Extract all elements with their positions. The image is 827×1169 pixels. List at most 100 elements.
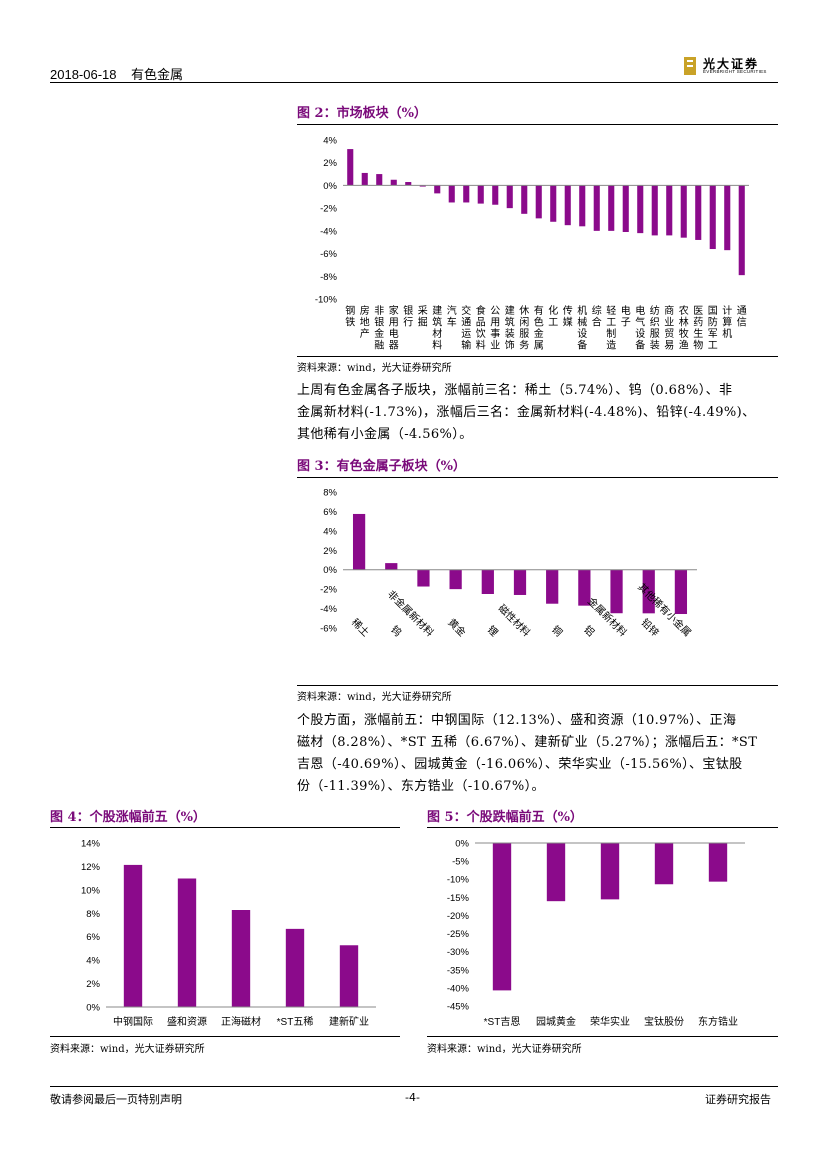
category-label: 正海磁材 [221, 1015, 261, 1028]
bar [608, 185, 615, 231]
y-tick-label: 8% [323, 488, 337, 499]
bar [610, 569, 623, 614]
paragraph-sub-sectors: 上周有色金属各子版块，涨幅前三名：稀土（5.74%）、钨（0.68%）、非 金属… [297, 380, 778, 446]
bar [405, 182, 412, 186]
bar [339, 945, 359, 1007]
bar [449, 569, 462, 590]
bar [680, 185, 687, 238]
bar [448, 185, 455, 203]
bar [546, 843, 566, 902]
category-label: 铝 [581, 624, 597, 640]
category-label: 传媒 [563, 305, 573, 329]
fig3-bottom-rule [297, 685, 778, 686]
fig3-source: 资料来源：wind，光大证券研究所 [297, 692, 452, 703]
category-label: 宝钛股份 [644, 1015, 684, 1028]
y-tick-label: 4% [323, 136, 337, 147]
bar [724, 185, 731, 251]
category-label: 东方锆业 [698, 1015, 738, 1028]
bar [654, 843, 674, 885]
bar [622, 185, 629, 232]
footer-rule [50, 1086, 778, 1087]
para1-line: 其他稀有小金属（-4.56%）。 [297, 427, 473, 442]
logo-text-en: EVERBRIGHT SECURITIES [703, 69, 767, 74]
para2-line: 磁材（8.28%）、*ST 五稀（6.67%）、建新矿业（5.27%）；涨幅后五… [297, 735, 758, 750]
y-tick-label: -6% [320, 249, 337, 260]
y-tick-label: 12% [81, 862, 101, 873]
category-label: 有色金属 [534, 304, 544, 352]
report-date-sector: 2018-06-18 有色金属 [50, 64, 183, 83]
bar [492, 185, 499, 205]
bar [695, 185, 702, 240]
bar [492, 843, 512, 991]
bar [738, 185, 745, 276]
y-tick-label: -10% [447, 875, 470, 886]
y-tick-label: 6% [86, 932, 100, 943]
y-tick-label: 2% [86, 979, 100, 990]
y-tick-label: -4% [320, 604, 337, 615]
page-number: -4- [405, 1091, 420, 1104]
bar [177, 878, 197, 1007]
category-label: 中钢国际 [113, 1015, 153, 1028]
category-label: 计算机 [722, 304, 732, 340]
bar [637, 185, 644, 234]
fig4-chart: 14% 12% 10% 8% 6% 4% 2% 0% 中钢国际 盛和资源 正海磁材 *ST五稀 建新矿业 [81, 839, 376, 1028]
bar [546, 569, 559, 604]
report-date: 2018-06-18 [50, 67, 117, 82]
fig5-title-rule [427, 827, 778, 828]
y-tick-label: -15% [447, 893, 470, 904]
category-label: 通信 [737, 305, 747, 329]
y-tick-label: -45% [447, 1002, 470, 1013]
bar [376, 174, 383, 186]
y-tick-label: -10% [315, 295, 338, 306]
footer-report-type: 证券研究报告 [705, 1093, 771, 1106]
fig2-title-rule [297, 124, 778, 125]
fig3-title-rule [297, 477, 778, 478]
category-label: 电气设备 [635, 304, 645, 352]
para1-line: 金属新材料(-1.73%)，涨幅后三名：金属新材料(-4.48%)、铅锌(-4.… [297, 405, 756, 420]
category-label: 建筑装饰 [505, 304, 515, 352]
category-label: 黄金 [445, 616, 468, 639]
bar [352, 513, 366, 570]
category-label: 轻工制造 [606, 304, 616, 352]
y-tick-label: -2% [320, 204, 337, 215]
category-label: 机械设备 [577, 304, 587, 352]
y-tick-label: -30% [447, 947, 470, 958]
fig3-chart: 8%6%4%2%0%-2%-4%-6% 稀土 钨非金属新材料 黄金 锂磁性材料铜铝金属新… [320, 488, 697, 640]
category-label: 汽车 [447, 304, 457, 329]
category-label: 纺织服装 [650, 304, 660, 352]
y-tick-label: 6% [323, 507, 337, 518]
bar [477, 185, 484, 204]
category-label: 银行 [403, 304, 413, 329]
bar [666, 185, 673, 236]
category-label: 稀土 [349, 616, 372, 639]
logo-mark-icon [684, 57, 696, 75]
category-label: 盛和资源 [167, 1015, 207, 1028]
category-label: 食品饮料 [476, 304, 486, 352]
y-tick-label: 0% [323, 565, 337, 576]
fig5-source: 资料来源：wind，光大证券研究所 [427, 1044, 582, 1055]
y-tick-label: -25% [447, 929, 470, 940]
y-tick-label: 0% [323, 181, 337, 192]
bar [674, 569, 688, 615]
category-label: 钢铁 [345, 304, 355, 329]
category-label: 建筑材料 [432, 304, 442, 352]
category-label: *ST五稀 [277, 1015, 314, 1028]
para2-line: 份（-11.39%）、东方锆业（-10.67%）。 [297, 779, 545, 794]
bar [535, 185, 542, 219]
y-tick-label: -6% [320, 624, 337, 635]
category-label: 房地产 [360, 304, 370, 340]
fig4-bottom-rule [50, 1036, 400, 1037]
bar [550, 185, 557, 222]
report-sector: 有色金属 [130, 67, 183, 82]
category-label: 非银金融 [374, 305, 384, 352]
bar [651, 185, 658, 236]
category-label: 建新矿业 [329, 1015, 369, 1028]
bar [347, 149, 354, 186]
y-tick-label: -4% [320, 226, 337, 237]
category-label: 磁性材料 [496, 602, 533, 639]
y-tick-label: 14% [81, 839, 101, 850]
fig5-chart: 0% -5% -10% -15% -20% -25% -30% -35% -40% -45% *ST… [447, 839, 745, 1028]
bar [285, 928, 305, 1007]
fig2-chart: 4%2%0%-2%-4%-6%-8%-10%钢铁房地产非银金融家用电器银行采掘建… [315, 136, 749, 352]
category-label: *ST吉恩 [484, 1016, 521, 1028]
